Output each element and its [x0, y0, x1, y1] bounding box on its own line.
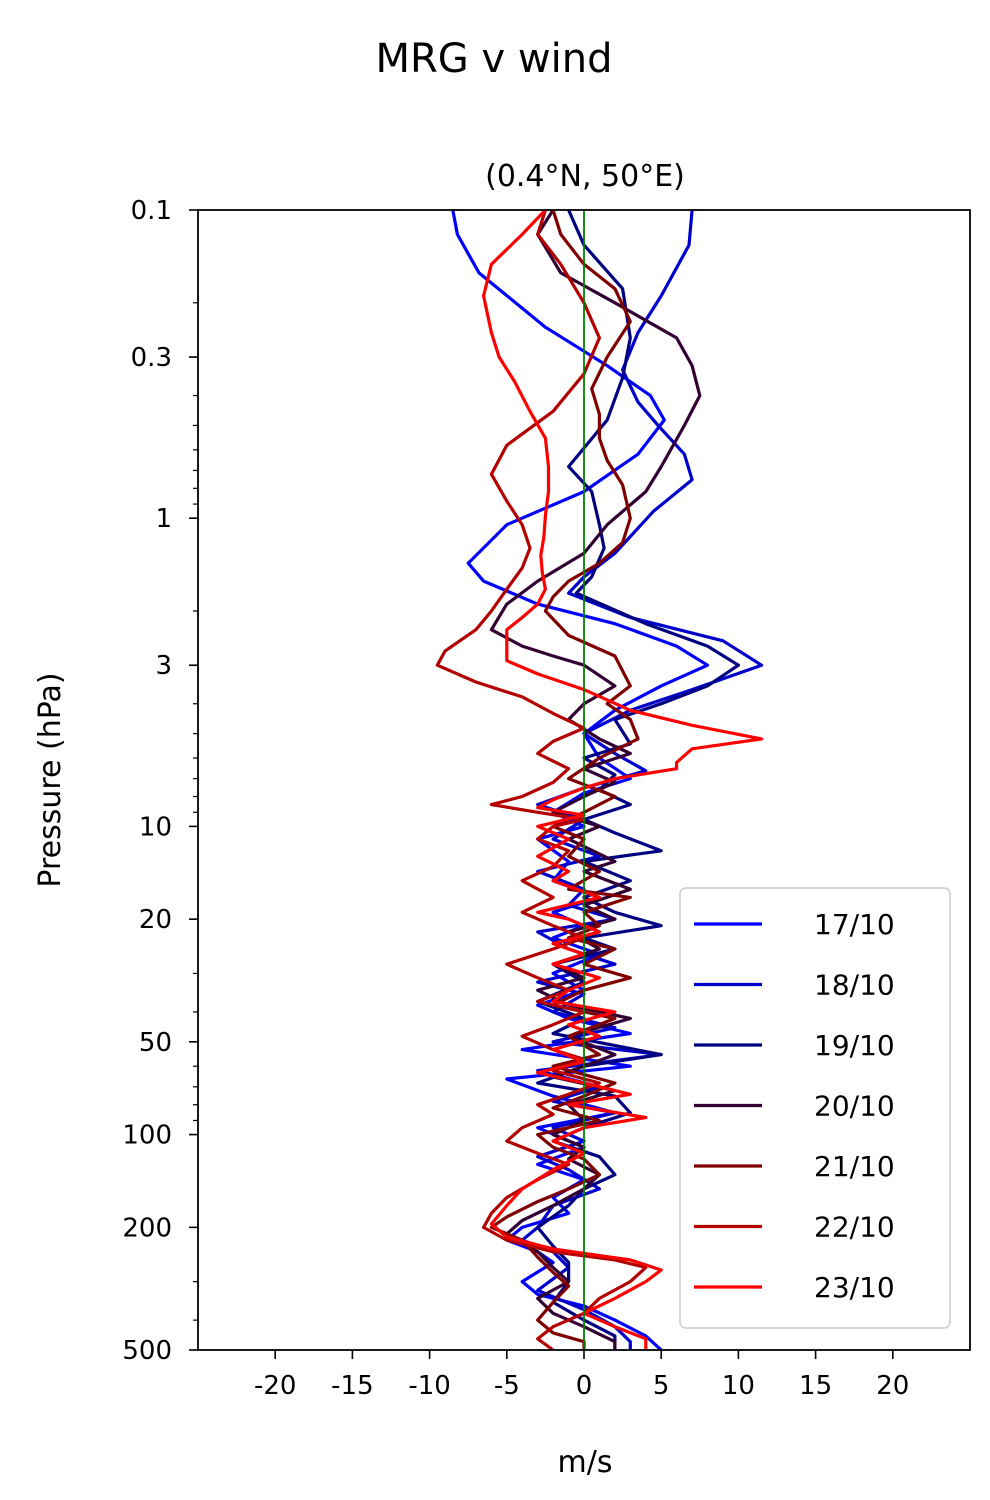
y-tick-label: 0.1: [131, 196, 172, 226]
x-tick-label: -15: [331, 1371, 373, 1401]
chart-title: MRG v wind: [376, 36, 613, 82]
x-tick-label: -5: [494, 1371, 520, 1401]
x-tick-label: -20: [254, 1371, 296, 1401]
y-tick-label: 200: [122, 1213, 172, 1243]
x-tick-label: 5: [653, 1371, 670, 1401]
x-tick-label: 15: [799, 1371, 832, 1401]
legend-label: 21/10: [814, 1150, 895, 1183]
y-tick-label: 3: [155, 651, 172, 681]
x-axis-label: m/s: [558, 1445, 613, 1480]
x-tick-label: 20: [876, 1371, 909, 1401]
y-tick-label: 10: [139, 812, 172, 842]
series-line-22-10: [435, 210, 648, 1350]
y-tick-label: 100: [122, 1121, 172, 1151]
y-tick-label: 1: [155, 504, 172, 534]
legend-label: 23/10: [814, 1271, 895, 1304]
chart-subtitle: (0.4°N, 50°E): [485, 159, 685, 194]
legend-label: 20/10: [814, 1090, 895, 1123]
legend-label: 22/10: [814, 1211, 895, 1244]
x-tick-label: 10: [722, 1371, 755, 1401]
legend-label: 18/10: [814, 969, 895, 1002]
legend-label: 19/10: [814, 1029, 895, 1062]
y-axis-label: Pressure (hPa): [33, 672, 68, 887]
y-tick-label: 0.3: [131, 343, 172, 373]
legend-label: 17/10: [814, 908, 895, 941]
plot-area: -20 -15 -10 -5 0 5 10 15 20 0.1 0.3 1 3 10 20 50 100 200 5…: [122, 196, 971, 1401]
x-tick-label: -10: [408, 1371, 450, 1401]
series-line-21-10: [489, 210, 640, 1350]
legend-box: [679, 887, 951, 1329]
series-line-17-10: [451, 210, 710, 1350]
series-line-20-10: [489, 210, 702, 1350]
x-tick-label: 0: [576, 1371, 593, 1401]
y-tick-label: 20: [139, 905, 172, 935]
legend: 17/10 18/10 19/10 20/10 21/10 22/10 23/10: [679, 887, 951, 1329]
y-tick-label: 500: [122, 1336, 172, 1366]
y-tick-label: 50: [139, 1028, 172, 1058]
series-line-23-10: [482, 210, 764, 1350]
